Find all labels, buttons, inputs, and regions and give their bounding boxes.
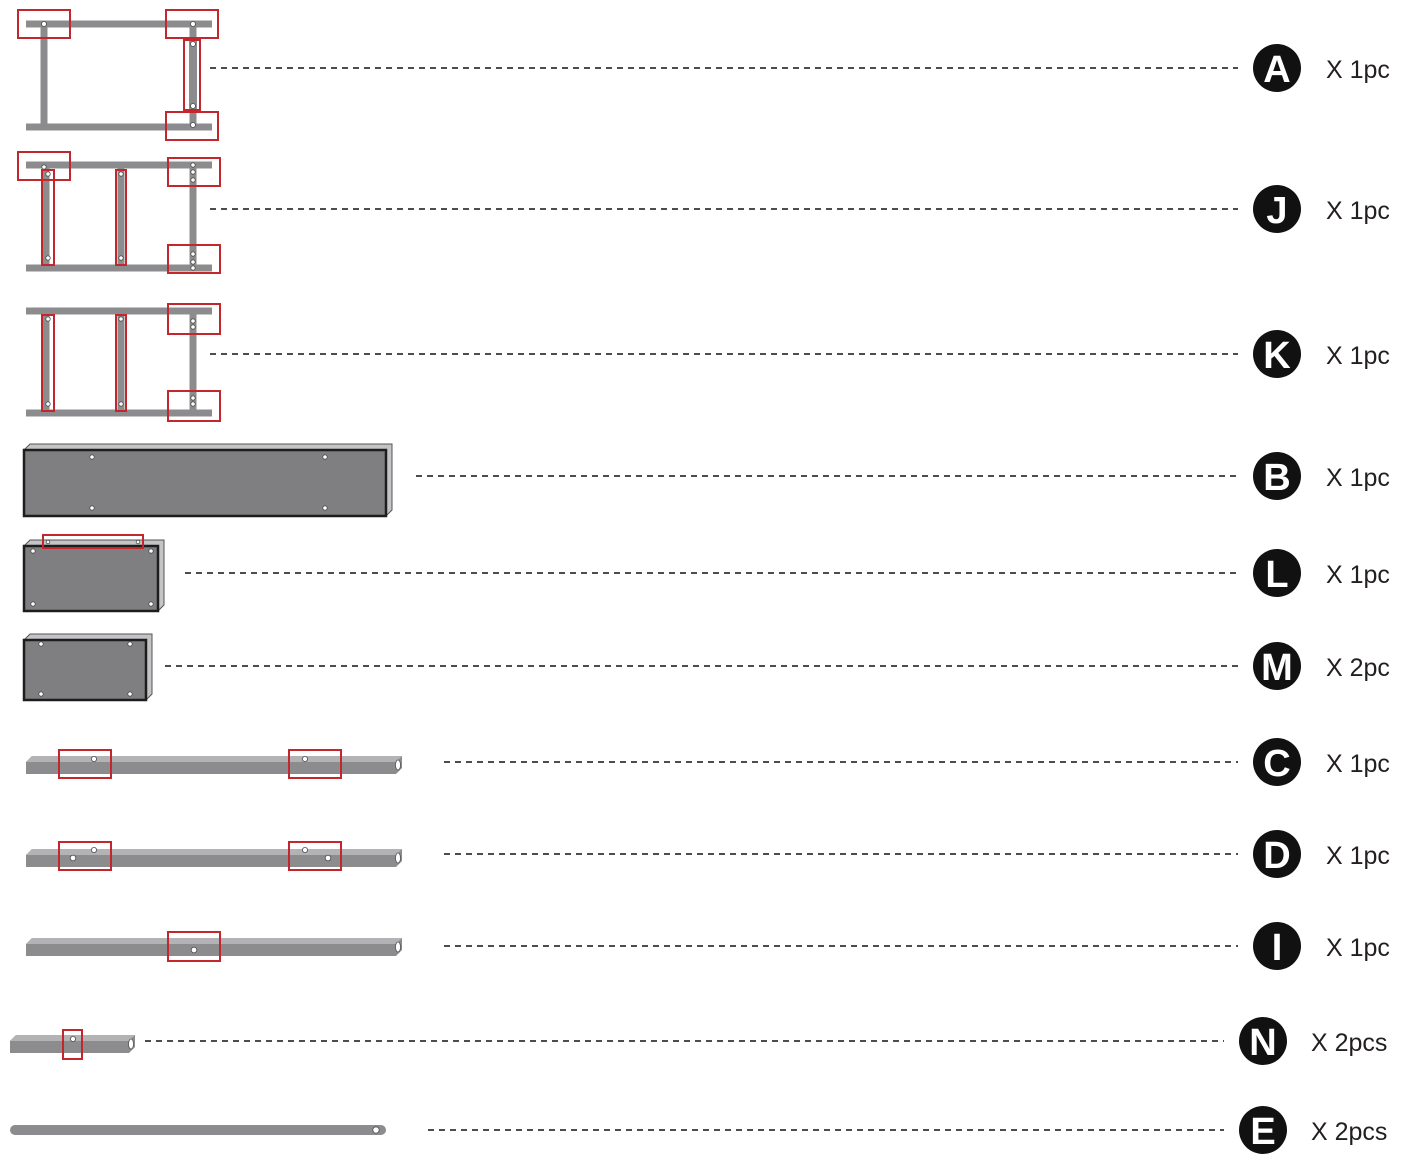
part-letter: D [1263,835,1290,877]
part-i-drawing [26,931,402,962]
part-letter: I [1272,927,1283,969]
part-letter: M [1261,647,1293,689]
part-d-drawing [26,841,402,871]
part-badge [1253,330,1301,378]
part-badge [1239,1106,1287,1154]
part-badge [1253,185,1301,233]
part-letter: N [1249,1022,1276,1064]
part-m-drawing [22,633,153,702]
part-label-b: B X 1pc [1253,452,1390,500]
part-label-l: L X 1pc [1253,549,1390,597]
part-label-c: C X 1pc [1253,738,1390,786]
part-quantity: X 1pc [1326,750,1390,778]
part-label-k: K X 1pc [1253,330,1390,378]
part-k-drawing [26,303,221,422]
part-badge [1253,830,1301,878]
part-letter: E [1250,1111,1275,1153]
part-letter: A [1263,49,1290,91]
part-badge [1253,738,1301,786]
part-quantity: X 2pcs [1311,1029,1387,1057]
part-j-drawing [17,151,221,274]
part-quantity: X 1pc [1326,842,1390,870]
part-badge [1253,549,1301,597]
part-quantity: X 1pc [1326,464,1390,492]
part-letter: K [1263,335,1291,377]
part-label-e: E X 2pcs [1239,1106,1387,1154]
part-label-i: I X 1pc [1253,922,1390,970]
part-e-drawing [10,1125,386,1135]
part-quantity: X 1pc [1326,56,1390,84]
part-label-m: M X 2pc [1253,642,1390,690]
part-quantity: X 2pc [1326,654,1390,682]
part-b-drawing [22,443,393,518]
part-letter: J [1266,190,1287,232]
part-letter: C [1263,743,1290,785]
part-c-drawing [26,749,402,779]
part-quantity: X 1pc [1326,934,1390,962]
part-label-n: N X 2pcs [1239,1017,1387,1065]
part-quantity: X 1pc [1326,342,1390,370]
part-letter: B [1263,457,1290,499]
part-badge [1253,922,1301,970]
part-quantity: X 1pc [1326,197,1390,225]
part-quantity: X 2pcs [1311,1118,1387,1146]
part-letter: L [1265,554,1288,596]
part-label-a: A X 1pc [1253,44,1390,92]
leader-lines [145,67,1238,1131]
part-badge [1253,452,1301,500]
part-a-drawing [17,9,219,141]
part-l-drawing [22,534,165,613]
part-quantity: X 1pc [1326,561,1390,589]
part-badge [1253,44,1301,92]
part-label-j: J X 1pc [1253,185,1390,233]
part-n-drawing [10,1029,135,1060]
part-badge [1253,642,1301,690]
part-badge [1239,1017,1287,1065]
part-label-d: D X 1pc [1253,830,1390,878]
